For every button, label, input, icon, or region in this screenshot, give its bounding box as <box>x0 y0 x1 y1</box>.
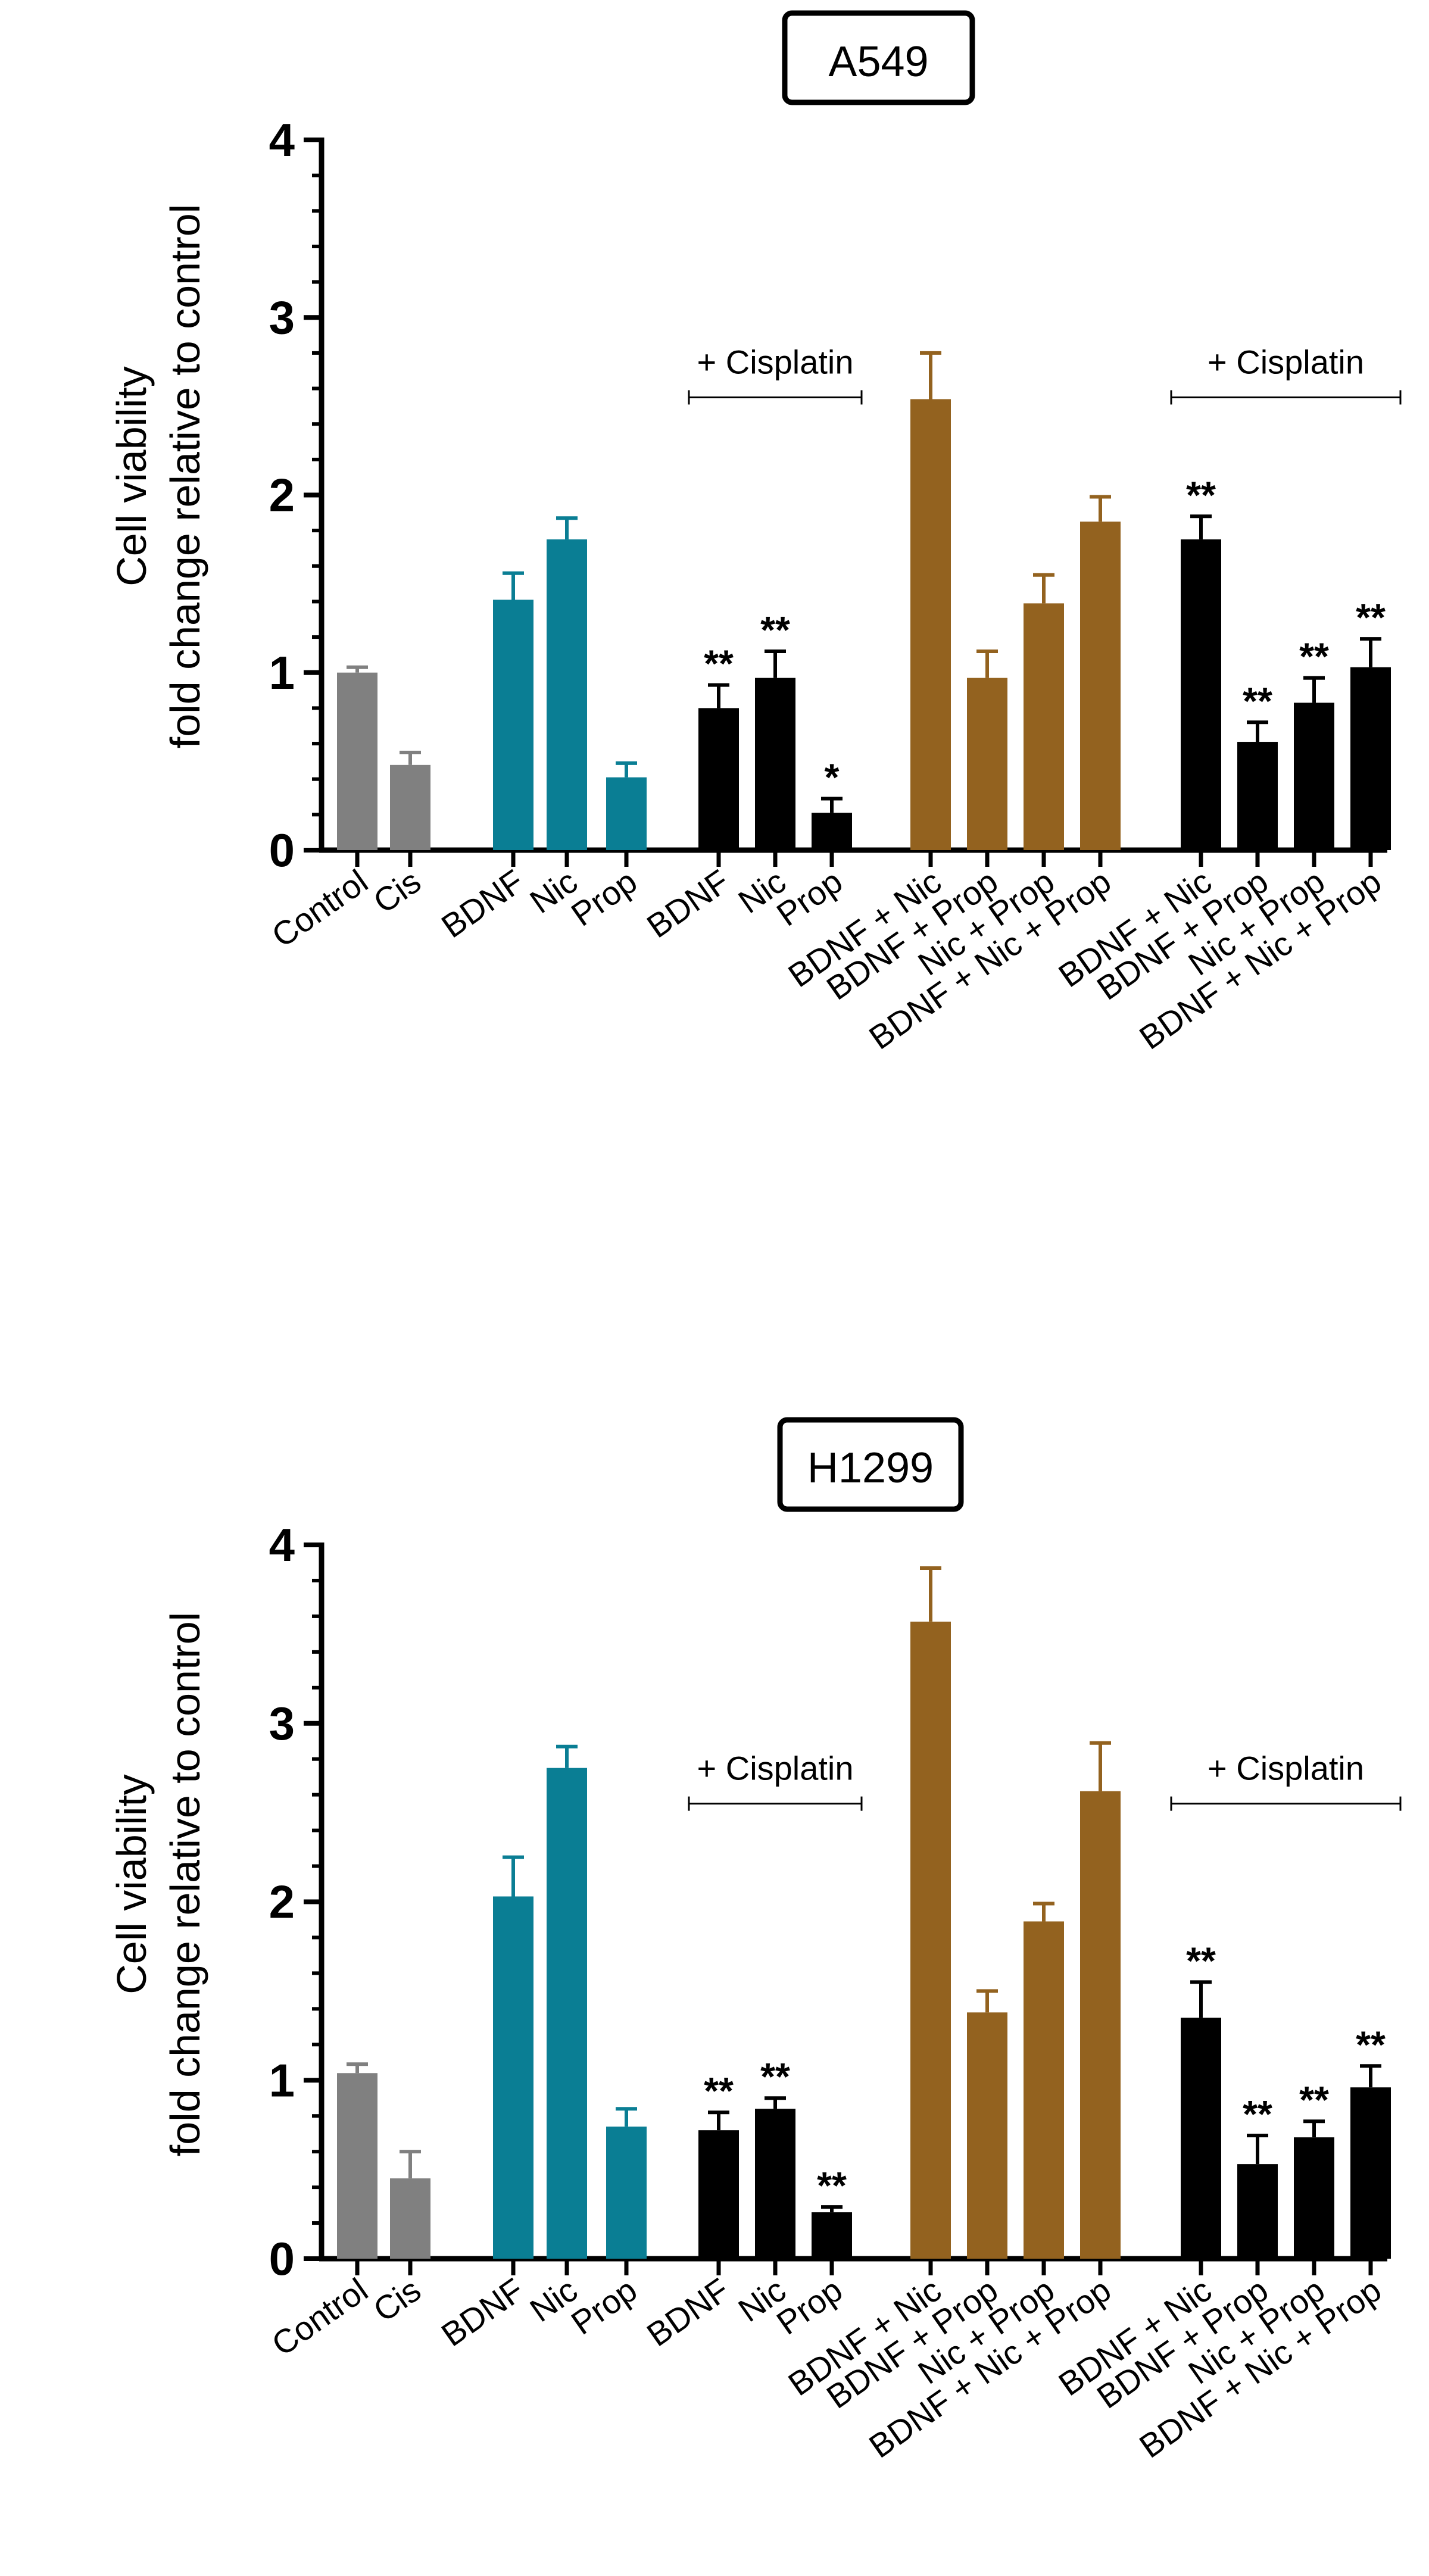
significance-marker: ** <box>1299 2078 1329 2121</box>
panel-a: A549 Cell viability fold change relative t… <box>108 10 1402 1057</box>
bar <box>547 539 587 850</box>
significance-marker: ** <box>1243 2093 1272 2135</box>
y-tick-label: 0 <box>269 2232 295 2285</box>
y-axis-label-line-1: Cell viability <box>108 1774 155 1994</box>
bar <box>1080 1791 1121 2259</box>
bar <box>910 1621 951 2259</box>
significance-marker: ** <box>760 2055 790 2098</box>
bracket-label: + Cisplatin <box>1208 343 1364 380</box>
bar <box>337 672 377 850</box>
y-tick-label: 2 <box>269 469 295 522</box>
bar <box>812 2212 852 2259</box>
bar <box>967 677 1007 850</box>
bar <box>910 399 951 850</box>
y-tick-label: 1 <box>269 2054 295 2106</box>
bar <box>390 764 430 850</box>
bar <box>967 2012 1007 2259</box>
y-tick-label: 4 <box>269 114 295 166</box>
x-tick-label: Prop <box>770 862 849 933</box>
bar <box>1080 522 1121 850</box>
bar <box>390 2178 430 2259</box>
y-tick-label: 0 <box>269 824 295 876</box>
bar <box>1024 1921 1064 2259</box>
cell-line-title: H1299 <box>807 1444 934 1492</box>
significance-marker: * <box>825 756 840 799</box>
bar <box>606 777 647 850</box>
bracket-label: + Cisplatin <box>1208 1750 1364 1787</box>
bar <box>547 1768 587 2259</box>
y-axis-label: Cell viability fold change relative to co… <box>108 1612 208 2156</box>
significance-marker: ** <box>760 608 790 651</box>
x-tick-label: BDNF <box>640 862 736 945</box>
y-tick-label: 2 <box>269 1876 295 1928</box>
x-tick-label: Prop <box>770 2271 849 2341</box>
bar <box>1350 2087 1391 2259</box>
bracket-label: + Cisplatin <box>697 343 853 380</box>
bar <box>606 2127 647 2259</box>
y-axis-label: Cell viability fold change relative to co… <box>108 204 208 748</box>
significance-marker: ** <box>1356 2023 1386 2066</box>
bar <box>1181 539 1221 850</box>
bar <box>755 2109 795 2259</box>
bar <box>1024 603 1064 850</box>
bar <box>1350 667 1391 850</box>
significance-marker: ** <box>1356 596 1386 639</box>
bar <box>493 599 533 850</box>
bar <box>1181 2018 1221 2259</box>
y-tick-label: 3 <box>269 291 295 344</box>
significance-marker: ** <box>817 2164 847 2207</box>
y-axis-label-line-2: fold change relative to control <box>162 204 208 748</box>
y-axis-label-line-1: Cell viability <box>108 366 155 586</box>
significance-marker: ** <box>1243 679 1272 722</box>
y-axis-label-line-2: fold change relative to control <box>162 1612 208 2156</box>
bar <box>493 1896 533 2259</box>
x-tick-label: Prop <box>564 2271 644 2341</box>
bar <box>1294 2137 1334 2259</box>
bar <box>337 2073 377 2259</box>
x-tick-label: BDNF <box>435 862 531 945</box>
x-tick-label: Cis <box>366 2271 427 2329</box>
bar <box>1237 2164 1278 2259</box>
cell-line-title: A549 <box>828 38 928 86</box>
x-tick-label: Prop <box>564 862 644 933</box>
x-tick-label: BDNF <box>640 2271 736 2353</box>
y-tick-label: 1 <box>269 647 295 699</box>
significance-marker: ** <box>1186 1939 1216 1982</box>
bar <box>812 813 852 850</box>
y-tick-label: 3 <box>269 1697 295 1750</box>
significance-marker: ** <box>704 642 734 685</box>
bar <box>698 2130 739 2259</box>
bracket-label: + Cisplatin <box>697 1750 853 1787</box>
y-tick-label: 4 <box>269 1519 295 1571</box>
bar <box>1237 742 1278 850</box>
significance-marker: ** <box>1186 473 1216 516</box>
bar <box>755 677 795 850</box>
bar <box>1294 702 1334 850</box>
bar <box>698 708 739 850</box>
panel-b: H1299 Cell viability fold change relative … <box>108 1417 1402 2465</box>
significance-marker: ** <box>704 2069 734 2112</box>
x-tick-label: Cis <box>366 862 427 920</box>
significance-marker: ** <box>1299 635 1329 678</box>
cell-line-title-box <box>782 10 975 105</box>
x-tick-label: BDNF <box>435 2271 531 2353</box>
cell-line-title-box <box>777 1417 964 1512</box>
